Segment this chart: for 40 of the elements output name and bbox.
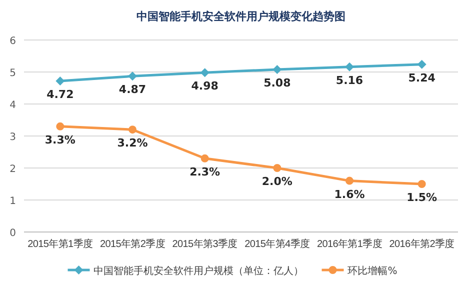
- legend-label: 中国智能手机安全软件用户规模（单位：亿人）: [94, 265, 304, 277]
- x-tick-label: 2015年第1季度: [28, 238, 94, 250]
- data-label: 4.72: [46, 88, 74, 101]
- y-tick-label: 2: [10, 164, 16, 175]
- x-tick-label: 2016年第1季度: [316, 238, 382, 250]
- point: [417, 60, 426, 69]
- point: [273, 164, 282, 172]
- point: [56, 122, 64, 130]
- data-label: 3.3%: [44, 133, 76, 146]
- data-label: 4.87: [118, 83, 146, 96]
- data-label: 3.2%: [117, 136, 148, 150]
- point: [200, 68, 210, 78]
- y-tick-label: 5: [10, 68, 16, 79]
- x-tick-label: 2016年第2季度: [389, 238, 455, 250]
- y-tick-label: 4: [10, 100, 16, 111]
- data-label: 1.5%: [406, 191, 438, 204]
- point: [128, 72, 137, 81]
- point: [56, 76, 65, 86]
- point: [200, 154, 209, 162]
- y-tick-label: 0: [10, 228, 16, 239]
- y-tick-label: 3: [10, 132, 16, 143]
- data-label: 5.16: [336, 74, 364, 87]
- x-tick-label: 2015年第2季度: [100, 238, 166, 250]
- data-label: 2.3%: [190, 165, 220, 178]
- point: [272, 64, 282, 74]
- point: [128, 126, 136, 134]
- chart-title: 中国智能手机安全软件用户规模变化趋势图: [136, 10, 346, 23]
- data-label: 1.6%: [334, 188, 365, 201]
- x-tick-label: 2015年第4季度: [244, 238, 310, 250]
- y-tick-label: 6: [10, 36, 16, 47]
- data-label: 2.0%: [262, 175, 292, 188]
- legend-label: 环比增幅%: [348, 265, 398, 277]
- point: [418, 180, 426, 188]
- data-label: 4.98: [191, 80, 218, 93]
- data-label: 5.24: [408, 71, 436, 84]
- point: [345, 62, 354, 72]
- x-tick-label: 2015年第3季度: [172, 238, 238, 250]
- y-tick-label: 1: [10, 196, 16, 207]
- data-label: 5.08: [264, 76, 291, 90]
- point: [346, 176, 354, 185]
